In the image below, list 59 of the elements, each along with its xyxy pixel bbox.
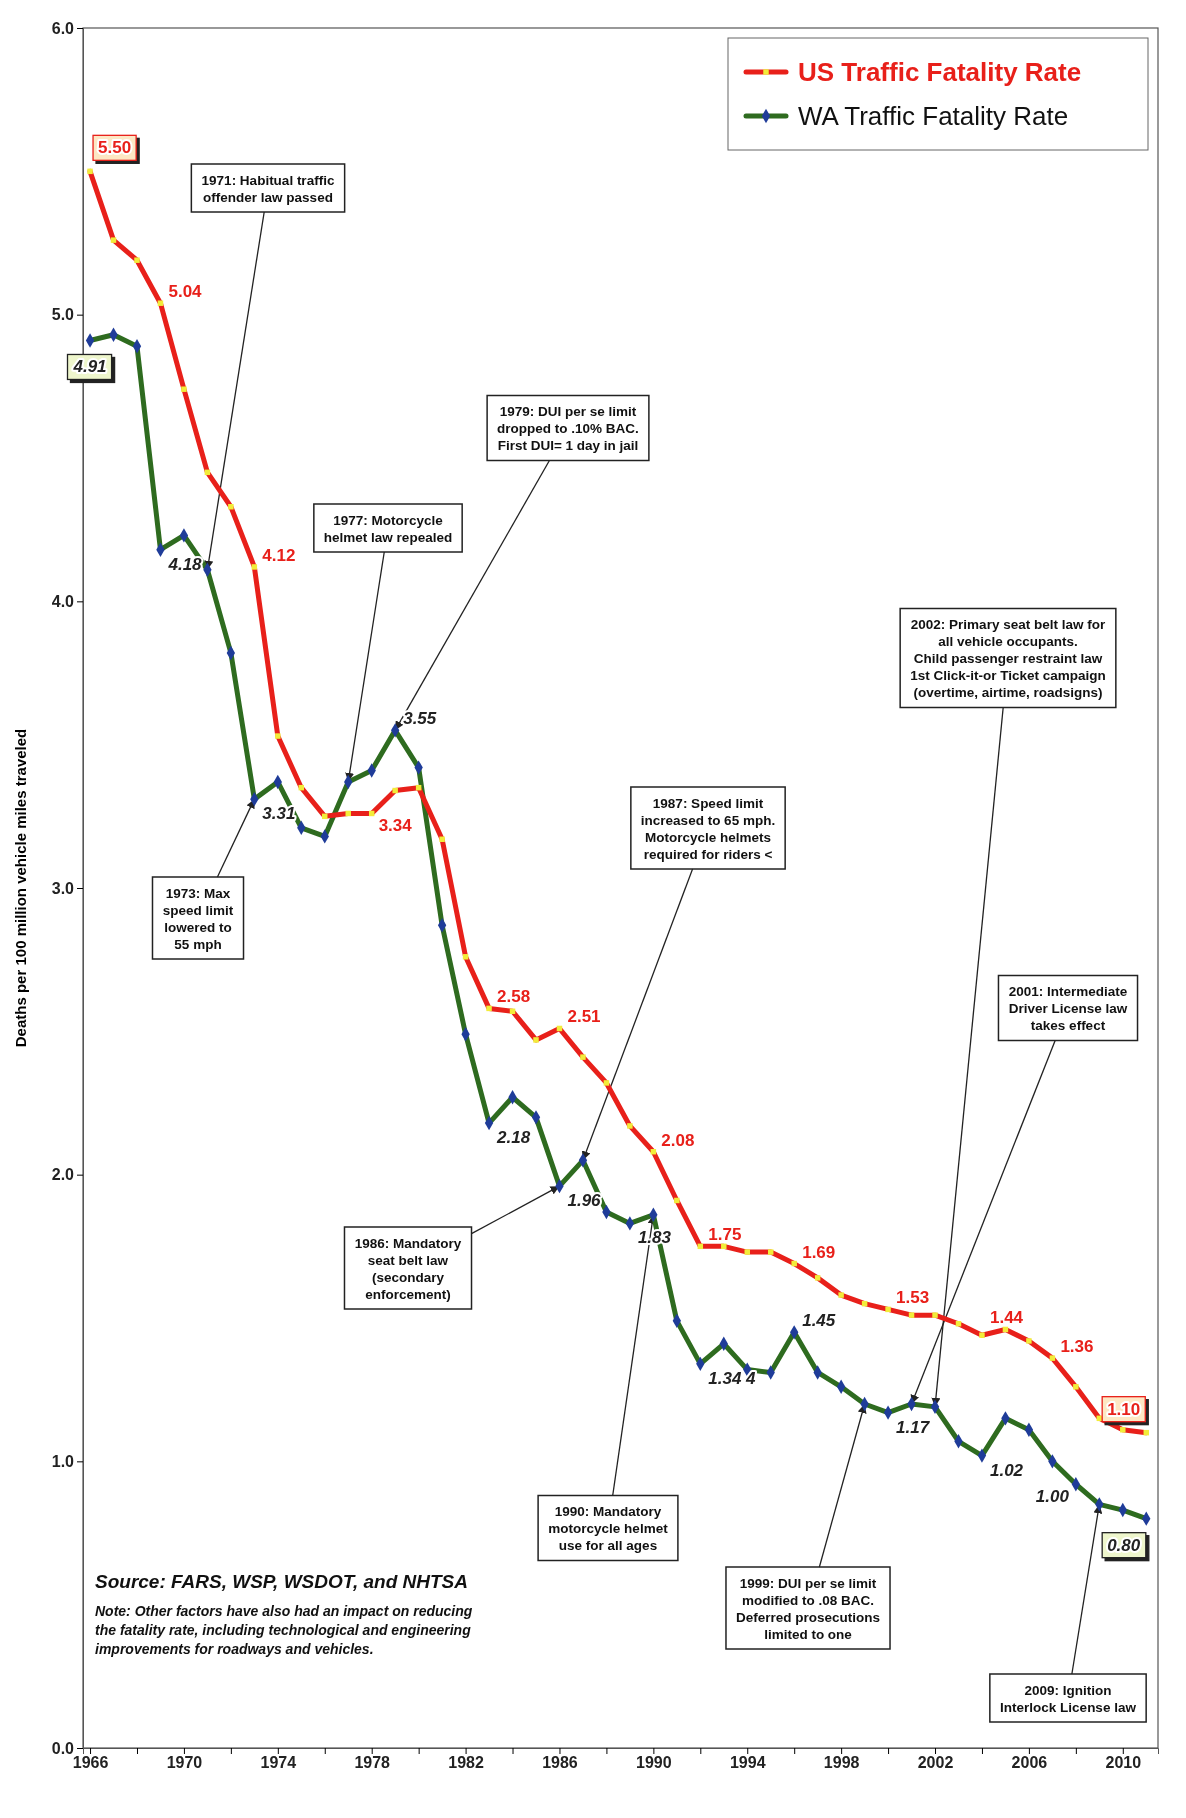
data-label: 2.08 <box>661 1130 695 1150</box>
x-tick-label: 2010 <box>1105 1754 1142 1772</box>
data-label: 1.00 <box>1035 1487 1070 1507</box>
x-tick-label: 2002 <box>917 1754 954 1772</box>
annotation: 1987: Speed limit increased to 65 mph. Motorcycle helmets required for riders < <box>640 795 776 862</box>
annotation: 1973: Max speed limit lowered to 55 mph <box>162 885 234 952</box>
legend-label: WA Traffic Fatality Rate <box>798 101 1069 131</box>
data-label: 1.75 <box>708 1225 742 1245</box>
data-label: 2.58 <box>497 987 531 1007</box>
data-label: 0.80 <box>1107 1535 1141 1555</box>
data-label: 2.51 <box>567 1007 601 1027</box>
data-label: 3.34 <box>378 816 413 836</box>
x-tick-label: 2006 <box>1011 1754 1048 1772</box>
annotation: 2001: Intermediate Driver License law takes effect <box>1008 984 1128 1033</box>
x-tick-label: 1998 <box>823 1754 860 1772</box>
annotation: Note: Other factors have also had an impact on reducing the fatality rate, including technological and engineering improvements for roadways and vehicles. <box>95 1603 473 1657</box>
data-label: 1.34 4 <box>708 1368 757 1388</box>
data-label: 1.96 <box>567 1191 602 1211</box>
y-tick-label: 2.0 <box>51 1166 75 1184</box>
y-tick-label: 6.0 <box>51 19 75 37</box>
annotation: 1986: Mandatory seat belt law (secondary enforcement) <box>354 1235 462 1302</box>
y-tick-label: 4.0 <box>51 592 75 610</box>
y-tick-label: 0.0 <box>51 1739 75 1757</box>
x-tick-label: 1970 <box>166 1754 203 1772</box>
annotation: 2002: Primary seat belt law for all vehicle occupants. Child passenger restraint law 1st Click-it-or Ticket campaign (overtime, airtime, roadsigns) <box>910 617 1106 700</box>
x-tick-label: 1994 <box>729 1754 766 1772</box>
data-label: 2.18 <box>496 1128 531 1148</box>
data-label: 1.69 <box>802 1242 836 1262</box>
annotation: 1971: Habitual traffic offender law passed <box>201 172 335 205</box>
x-tick-label: 1978 <box>354 1754 391 1772</box>
data-label: 1.53 <box>896 1288 930 1308</box>
data-label: 5.50 <box>98 138 132 158</box>
data-label: 1.36 <box>1060 1337 1094 1357</box>
data-label: 4.91 <box>72 357 107 377</box>
data-label: 4.18 <box>167 554 203 574</box>
data-label: 1.44 <box>989 1308 1024 1328</box>
x-tick-label: 1974 <box>260 1754 297 1772</box>
annotation: Source: FARS, WSP, WSDOT, and NHTSA <box>95 1571 468 1592</box>
data-label: 1.10 <box>1107 1399 1141 1419</box>
legend-label: US Traffic Fatality Rate <box>798 57 1082 87</box>
data-label: 1.17 <box>896 1417 931 1437</box>
annotation: 2009: Ignition Interlock License law <box>1000 1682 1137 1715</box>
annotation: 1979: DUI per se limit dropped to .10% BAC. First DUI= 1 day in jail <box>497 404 639 453</box>
x-tick-label: 1990 <box>636 1754 672 1772</box>
y-tick-label: 1.0 <box>51 1452 75 1470</box>
x-tick-label: 1986 <box>542 1754 578 1772</box>
annotation: 1999: DUI per se limit modified to .08 BAC. Deferred prosecutions limited to one <box>735 1575 881 1642</box>
data-label: 1.45 <box>802 1311 836 1331</box>
y-axis-title: Deaths per 100 million vehicle miles traveled <box>12 728 29 1048</box>
data-label: 4.12 <box>262 545 296 565</box>
data-label: 1.02 <box>989 1460 1024 1480</box>
x-tick-label: 1966 <box>72 1754 109 1772</box>
data-label: 3.55 <box>403 709 437 729</box>
y-tick-label: 3.0 <box>51 879 75 897</box>
annotation: 1990: Mandatory motorcycle helmet use for all ages <box>548 1504 669 1553</box>
data-label: 5.04 <box>168 282 203 302</box>
annotation: 1977: Motorcycle helmet law repealed <box>323 512 453 545</box>
x-tick-label: 1982 <box>448 1754 484 1772</box>
y-tick-label: 5.0 <box>51 306 75 324</box>
